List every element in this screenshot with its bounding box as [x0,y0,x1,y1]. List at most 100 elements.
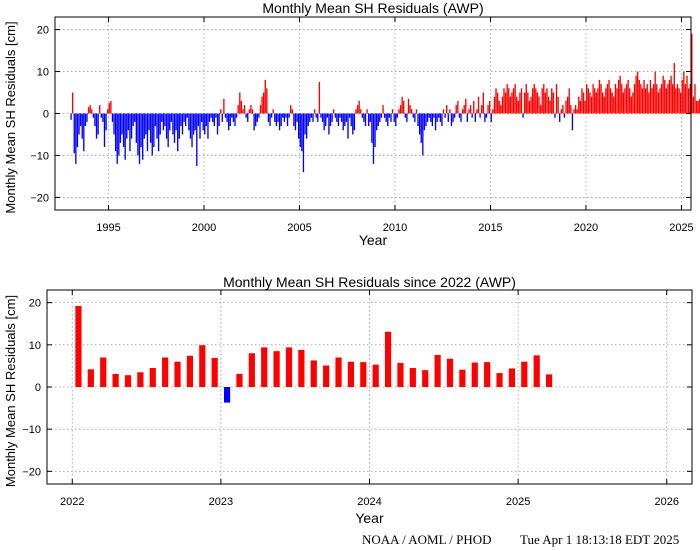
bar [672,84,674,114]
bar [156,113,158,139]
bar [638,79,640,114]
bar [533,84,535,114]
bar [694,84,696,114]
bar [78,113,80,135]
bar [329,113,332,127]
bar [667,84,669,114]
bar [183,113,185,122]
bar [391,109,394,114]
x-tick-label: 2025 [669,222,693,234]
bar [121,113,123,135]
bar [212,113,214,122]
bar [148,113,150,131]
bar [465,98,467,114]
bar [273,351,280,387]
y-tick-label: 20 [29,298,41,310]
bar [466,113,469,122]
bar [167,113,169,148]
bar [388,113,391,118]
bar [113,113,115,135]
bar [565,100,567,114]
bar [415,109,418,114]
bar [266,88,268,114]
bar [482,92,484,114]
bar [302,113,305,173]
bar [691,33,693,114]
footer-org: NOAA / AOML / PHOD [362,532,492,547]
bar [606,84,609,114]
bar [538,96,540,114]
bar [290,105,292,114]
bar [670,75,672,114]
x-axis-label: Year [355,510,384,526]
bar [697,100,699,114]
bar [434,354,441,387]
x-axis-label: Year [359,232,388,248]
bar [644,88,647,114]
bar [557,96,559,114]
bar [629,88,631,114]
bar [559,113,561,122]
bar [140,113,142,148]
bar [676,84,679,114]
bar [503,88,505,114]
bar [159,113,161,135]
bar [312,113,314,122]
bar [81,113,83,139]
bar [79,113,82,127]
x-tick-label: 2025 [506,496,530,508]
bar [323,365,330,387]
bar [315,113,317,118]
bar [463,105,465,114]
bar [570,105,572,114]
bar [524,92,526,114]
bar [584,100,586,114]
bar [566,96,569,114]
bar [199,345,206,387]
bar [533,355,540,387]
bar [251,109,254,114]
bar [543,84,545,114]
bar [223,98,225,114]
bar [280,113,282,127]
bar [573,109,575,114]
y-tick-label: 20 [37,25,49,37]
bar [484,362,491,387]
bar [172,113,174,135]
bar [531,88,534,114]
bar [231,113,233,118]
bar [305,113,308,139]
bar [377,113,379,127]
bar [545,374,553,387]
bar [372,364,379,387]
bar [608,79,610,114]
bar [375,113,378,131]
x-tick-label: 2020 [574,222,598,234]
bar [520,88,523,114]
bar [309,113,311,122]
bar [552,92,554,114]
bar [360,109,362,114]
bar [323,113,325,131]
bar [175,113,177,131]
bar [493,96,496,114]
bar [404,113,406,118]
bar [455,105,457,114]
bar [665,88,667,114]
bar [434,113,437,131]
x-tick-label: 2023 [209,496,233,508]
bar [87,107,90,114]
bar [385,113,387,122]
bar [194,113,196,131]
y-tick-label: −20 [22,466,41,478]
bar [504,92,507,114]
bar [438,113,440,118]
bar [188,113,190,131]
bar [99,105,101,114]
bar [352,113,354,135]
bar [496,92,499,114]
bar [621,84,623,114]
bar [460,113,462,122]
bar [275,113,278,127]
bar [186,113,188,118]
